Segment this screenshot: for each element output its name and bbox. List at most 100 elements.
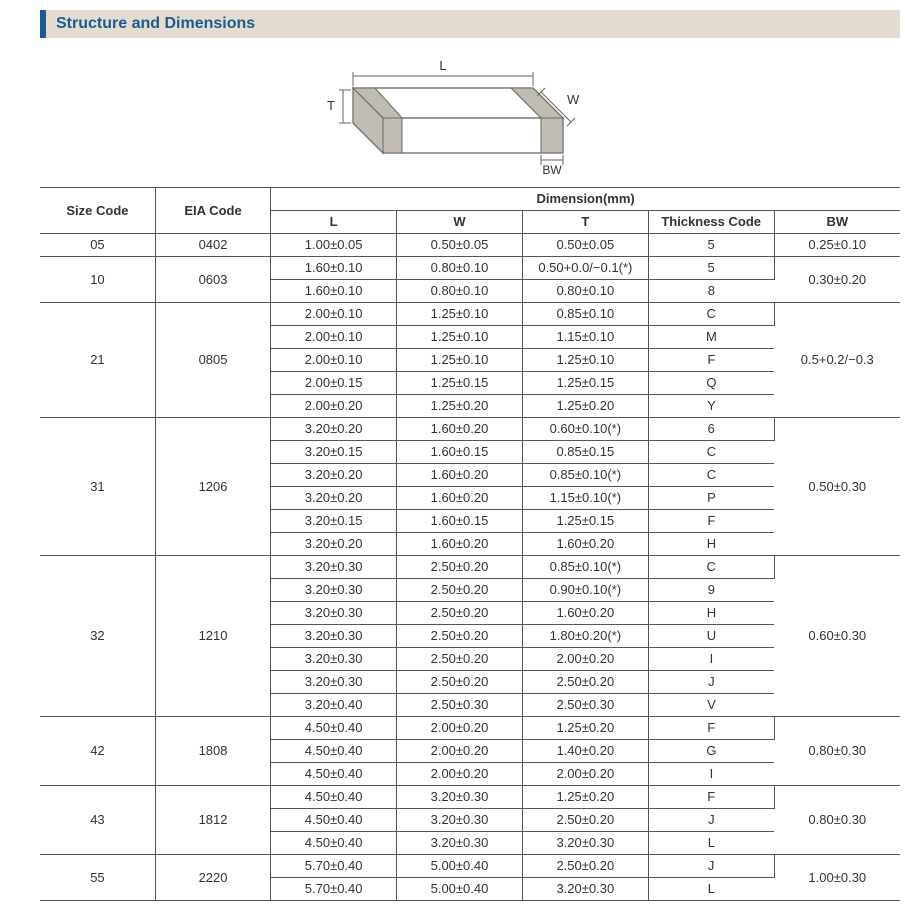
cell-W: 2.00±0.20 — [397, 740, 523, 763]
cell-bw: 0.25±0.10 — [774, 234, 900, 257]
cell-T: 1.40±0.20 — [522, 740, 648, 763]
cell-tc: I — [648, 648, 774, 671]
cell-W: 1.60±0.20 — [397, 533, 523, 556]
cell-W: 1.60±0.15 — [397, 441, 523, 464]
cell-T: 2.50±0.20 — [522, 855, 648, 878]
cell-L: 3.20±0.20 — [271, 418, 397, 441]
col-BW: BW — [774, 211, 900, 234]
cell-L: 3.20±0.30 — [271, 671, 397, 694]
cell-tc: M — [648, 326, 774, 349]
cell-T: 1.25±0.15 — [522, 372, 648, 395]
cell-size-code: 55 — [40, 855, 155, 901]
cell-T: 0.85±0.10 — [522, 303, 648, 326]
cell-W: 2.50±0.20 — [397, 671, 523, 694]
table-row: 4318124.50±0.403.20±0.301.25±0.20F0.80±0… — [40, 786, 900, 809]
cell-L: 4.50±0.40 — [271, 717, 397, 740]
cell-W: 0.50±0.05 — [397, 234, 523, 257]
section-title: Structure and Dimensions — [56, 15, 255, 33]
cell-L: 4.50±0.40 — [271, 809, 397, 832]
table-row: 5522205.70±0.405.00±0.402.50±0.20J1.00±0… — [40, 855, 900, 878]
cell-tc: J — [648, 855, 774, 878]
dimensions-table: Size Code EIA Code Dimension(mm) L W T T… — [40, 187, 900, 901]
cell-bw: 0.50±0.30 — [774, 418, 900, 556]
diagram-label-W: W — [567, 92, 580, 107]
cell-size-code: 43 — [40, 786, 155, 855]
cell-L: 3.20±0.30 — [271, 625, 397, 648]
cell-W: 2.50±0.30 — [397, 694, 523, 717]
cell-T: 2.50±0.20 — [522, 671, 648, 694]
cell-eia-code: 1206 — [155, 418, 270, 556]
table-row: 4218084.50±0.402.00±0.201.25±0.20F0.80±0… — [40, 717, 900, 740]
table-row: 3212103.20±0.302.50±0.200.85±0.10(*)C0.6… — [40, 556, 900, 579]
table-row: 3112063.20±0.201.60±0.200.60±0.10(*)60.5… — [40, 418, 900, 441]
cell-eia-code: 0603 — [155, 257, 270, 303]
cell-size-code: 05 — [40, 234, 155, 257]
cell-tc: 5 — [648, 257, 774, 280]
cell-W: 1.60±0.20 — [397, 487, 523, 510]
cell-W: 2.00±0.20 — [397, 717, 523, 740]
cell-L: 2.00±0.15 — [271, 372, 397, 395]
cell-bw: 0.80±0.30 — [774, 786, 900, 855]
cell-eia-code: 0402 — [155, 234, 270, 257]
cell-bw: 0.60±0.30 — [774, 556, 900, 717]
cell-T: 0.50+0.0/−0.1(*) — [522, 257, 648, 280]
cell-L: 2.00±0.10 — [271, 326, 397, 349]
cell-L: 4.50±0.40 — [271, 763, 397, 786]
cell-bw: 0.30±0.20 — [774, 257, 900, 303]
cell-tc: F — [648, 717, 774, 740]
cell-T: 3.20±0.30 — [522, 832, 648, 855]
cell-eia-code: 1210 — [155, 556, 270, 717]
cell-tc: F — [648, 510, 774, 533]
cell-bw: 0.5+0.2/−0.3 — [774, 303, 900, 418]
cell-W: 3.20±0.30 — [397, 832, 523, 855]
cell-eia-code: 2220 — [155, 855, 270, 901]
cell-tc: H — [648, 533, 774, 556]
cell-T: 0.85±0.10(*) — [522, 556, 648, 579]
cell-tc: 9 — [648, 579, 774, 602]
cell-W: 1.25±0.10 — [397, 349, 523, 372]
cell-tc: C — [648, 464, 774, 487]
cell-W: 1.60±0.20 — [397, 418, 523, 441]
col-size-code: Size Code — [40, 188, 155, 234]
cell-T: 1.25±0.15 — [522, 510, 648, 533]
table-row: 2108052.00±0.101.25±0.100.85±0.10C0.5+0.… — [40, 303, 900, 326]
cell-L: 2.00±0.10 — [271, 349, 397, 372]
banner-accent-bar — [40, 10, 46, 38]
cell-L: 1.60±0.10 — [271, 257, 397, 280]
cell-L: 3.20±0.20 — [271, 464, 397, 487]
cell-size-code: 10 — [40, 257, 155, 303]
cell-size-code: 21 — [40, 303, 155, 418]
col-L: L — [271, 211, 397, 234]
cell-T: 1.25±0.10 — [522, 349, 648, 372]
cell-tc: F — [648, 786, 774, 809]
diagram-label-BW: BW — [542, 163, 562, 177]
cell-size-code: 31 — [40, 418, 155, 556]
cell-L: 3.20±0.30 — [271, 648, 397, 671]
table-row: 0504021.00±0.050.50±0.050.50±0.0550.25±0… — [40, 234, 900, 257]
cell-L: 3.20±0.30 — [271, 602, 397, 625]
cell-T: 0.80±0.10 — [522, 280, 648, 303]
cell-W: 1.25±0.20 — [397, 395, 523, 418]
cell-tc: V — [648, 694, 774, 717]
cell-W: 2.00±0.20 — [397, 763, 523, 786]
cell-W: 1.25±0.10 — [397, 326, 523, 349]
cell-tc: G — [648, 740, 774, 763]
cell-tc: J — [648, 809, 774, 832]
cell-L: 3.20±0.15 — [271, 510, 397, 533]
cell-L: 2.00±0.20 — [271, 395, 397, 418]
cell-T: 1.15±0.10 — [522, 326, 648, 349]
cell-T: 1.25±0.20 — [522, 395, 648, 418]
cell-W: 5.00±0.40 — [397, 855, 523, 878]
table-row: 1006031.60±0.100.80±0.100.50+0.0/−0.1(*)… — [40, 257, 900, 280]
cell-tc: Y — [648, 395, 774, 418]
cell-T: 1.60±0.20 — [522, 602, 648, 625]
cell-W: 2.50±0.20 — [397, 579, 523, 602]
cell-T: 1.25±0.20 — [522, 786, 648, 809]
cell-W: 3.20±0.30 — [397, 809, 523, 832]
cell-tc: C — [648, 441, 774, 464]
chip-3d-icon: L W T BW — [303, 48, 603, 188]
cell-eia-code: 1812 — [155, 786, 270, 855]
cell-L: 3.20±0.20 — [271, 487, 397, 510]
cell-L: 3.20±0.15 — [271, 441, 397, 464]
cell-tc: 5 — [648, 234, 774, 257]
